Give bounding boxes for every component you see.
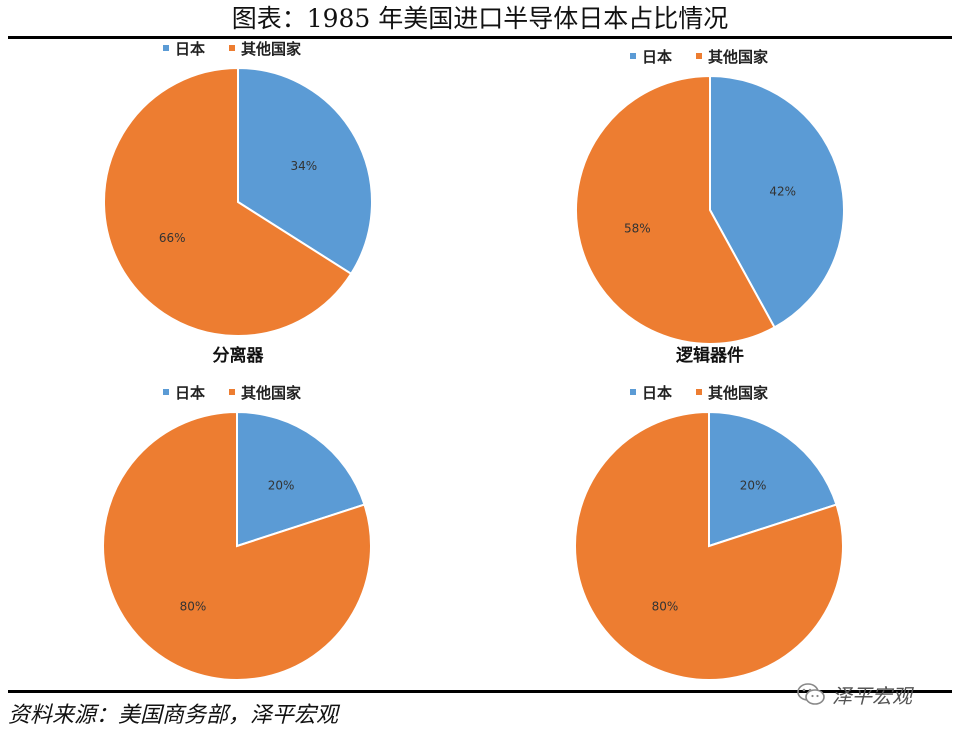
source-note: 资料来源：美国商务部，泽平宏观 [8, 703, 339, 728]
pie-slice-others [103, 66, 353, 337]
slice-percent-label: 80% [652, 600, 679, 614]
slice-percent-label: 58% [624, 222, 651, 236]
legend-swatch [229, 45, 235, 51]
figure-title: 图表：1985 年美国进口半导体日本占比情况 [231, 4, 729, 33]
slice-percent-label: 20% [740, 478, 767, 492]
legend-swatch [630, 53, 636, 59]
legend-swatch [630, 389, 636, 395]
pie-chart-3: 日本 其他国家 20% 80% [102, 384, 372, 681]
legend: 日本 其他国家 [163, 40, 301, 58]
pie-slice-others [102, 410, 372, 681]
legend-label: 其他国家 [708, 48, 768, 66]
legend-swatch [696, 53, 702, 59]
top-rule [8, 36, 952, 39]
legend-label: 日本 [642, 48, 672, 66]
legend-label: 日本 [175, 384, 205, 402]
slice-percent-label: 34% [290, 159, 317, 173]
wechat-icon [797, 683, 825, 705]
pie-chart-1: 日本 其他国家 34% 66% 分离器 [103, 40, 373, 366]
pie-chart-4: 日本 其他国家 20% 80% [574, 384, 844, 681]
slice-percent-label: 20% [268, 478, 295, 492]
legend: 日本 其他国家 [630, 48, 768, 66]
pie-slice-japan [709, 74, 846, 329]
chart-title: 分离器 [213, 345, 265, 366]
legend-swatch [229, 389, 235, 395]
bottom-rule [8, 690, 952, 693]
slice-percent-label: 80% [180, 600, 207, 614]
legend-swatch [696, 389, 702, 395]
slice-percent-label: 42% [769, 184, 796, 198]
legend-swatch [163, 389, 169, 395]
legend-label: 其他国家 [241, 384, 301, 402]
pie-slice-others [575, 74, 776, 345]
slice-percent-label: 66% [159, 231, 186, 245]
pie-slice-japan [708, 410, 838, 548]
legend: 日本 其他国家 [630, 384, 768, 402]
legend-swatch [163, 45, 169, 51]
legend-label: 日本 [175, 40, 205, 58]
watermark-text: 泽平宏观 [832, 683, 912, 708]
legend-label: 其他国家 [708, 384, 768, 402]
chart-title: 逻辑器件 [676, 345, 744, 366]
pie-slice-others [574, 410, 844, 681]
pie-chart-2: 日本 其他国家 42% 58% 逻辑器件 [575, 48, 846, 366]
legend: 日本 其他国家 [163, 384, 301, 402]
watermark: 泽平宏观 [796, 680, 912, 708]
legend-label: 其他国家 [241, 40, 301, 58]
legend-label: 日本 [642, 384, 672, 402]
pie-slice-japan [236, 410, 366, 548]
